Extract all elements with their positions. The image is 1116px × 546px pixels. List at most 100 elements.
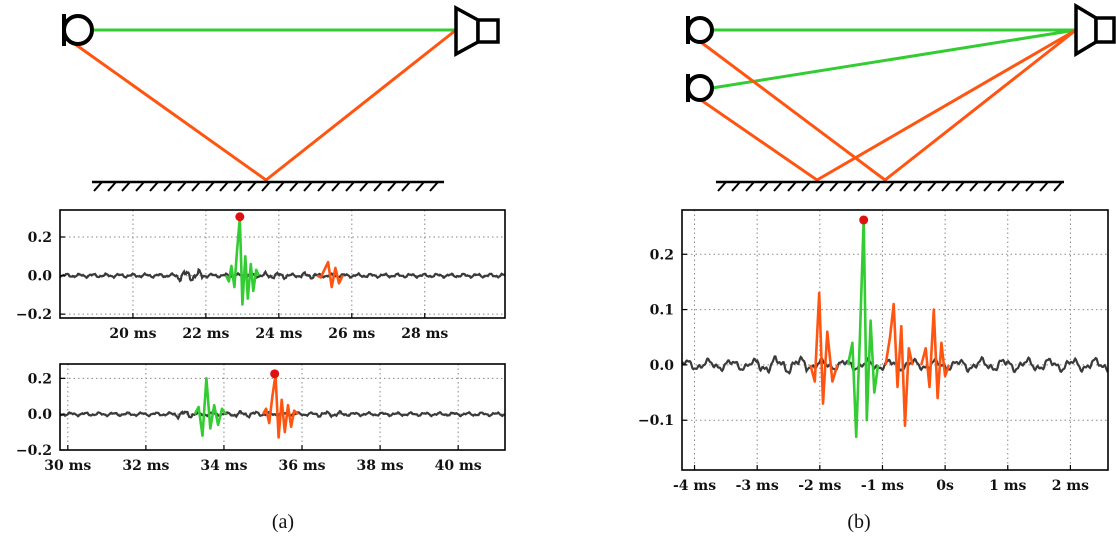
direct-arrival-trace [224, 216, 260, 306]
hatch-mark [303, 181, 313, 192]
hatch-mark [289, 181, 299, 192]
hatch-mark [899, 181, 909, 192]
hatch-mark [801, 181, 811, 192]
microphone-icon [686, 16, 714, 44]
y-tick-label: −0.1 [638, 413, 674, 429]
caption-a: (a) [272, 511, 294, 533]
hatch-mark [955, 181, 965, 192]
hatch-mark [745, 181, 755, 192]
signal-plot-a-top: 20 ms 22 ms 24 ms 26 ms 28 ms −0.2 0.0 0.2 [16, 209, 506, 342]
caption-b: (b) [847, 511, 870, 533]
x-tick-label: 20 ms [109, 326, 156, 342]
x-tick-label: -1 ms [861, 478, 904, 494]
x-tick-label: 34 ms [200, 458, 247, 474]
x-tick-label: 38 ms [357, 458, 404, 474]
speaker-icon [1074, 2, 1116, 58]
reflecting-surface [716, 180, 1064, 192]
hatch-mark [205, 181, 215, 192]
hatch-mark [317, 181, 327, 192]
hatch-mark [401, 181, 411, 192]
hatch-mark [275, 181, 285, 192]
hatch-mark [997, 181, 1007, 192]
x-tick-label: 26 ms [328, 326, 375, 342]
reflection-arrival-trace [809, 291, 839, 405]
x-tick-label: 24 ms [255, 326, 302, 342]
hatch-mark [731, 181, 741, 192]
y-tick-label: 0.0 [28, 407, 53, 423]
signal-trace [60, 267, 505, 283]
signal-plot-a-bottom: 30 ms 32 ms 34 ms 36 ms 38 ms 40 ms −0.2 0.0 0.2 [16, 363, 506, 474]
microphone-icon [62, 14, 94, 46]
direct-path-b-2 [711, 28, 1077, 90]
hatch-mark [121, 181, 131, 192]
x-tick-label: 36 ms [278, 458, 325, 474]
hatch-mark [331, 181, 341, 192]
y-tick-label: −0.2 [16, 443, 52, 459]
hatch-mark [927, 181, 937, 192]
x-tick-label: -3 ms [736, 478, 779, 494]
hatch-mark [1053, 181, 1063, 192]
hatch-mark [759, 181, 769, 192]
hatch-mark [415, 181, 425, 192]
y-tick-label: −0.2 [16, 307, 52, 323]
direct-arrival-trace [193, 377, 227, 437]
y-tick-label: 0.0 [650, 358, 675, 374]
hatch-mark [1025, 181, 1035, 192]
plot-frame [681, 209, 1109, 471]
reflection-path-b-1 [697, 28, 1077, 182]
hatch-mark [871, 181, 881, 192]
hatch-mark [107, 181, 117, 192]
hatch-mark [135, 181, 145, 192]
x-tick-label: 40 ms [435, 458, 482, 474]
peak-marker [270, 369, 280, 379]
signal-trace [682, 355, 1108, 375]
hatch-mark [93, 181, 103, 192]
diagram-a [62, 5, 500, 192]
plot-frame [59, 209, 506, 319]
hatch-mark [177, 181, 187, 192]
reflecting-surface [92, 180, 444, 192]
x-tick-label: 1 ms [989, 478, 1026, 494]
microphone-icon [686, 74, 714, 102]
hatch-mark [941, 181, 951, 192]
hatch-mark [345, 181, 355, 192]
x-tick-label: 22 ms [182, 326, 229, 342]
hatch-mark [717, 181, 727, 192]
peak-marker [859, 215, 869, 225]
peak-marker [235, 212, 245, 222]
reflection-arrival-trace [261, 373, 299, 439]
hatch-mark [1011, 181, 1021, 192]
x-tick-label: -2 ms [798, 478, 841, 494]
hatch-mark [373, 181, 383, 192]
x-tick-label: 28 ms [401, 326, 448, 342]
hatch-mark [857, 181, 867, 192]
x-tick-label: 2 ms [1052, 478, 1089, 494]
hatch-mark [163, 181, 173, 192]
y-tick-label: 0.2 [28, 371, 52, 387]
hatch-mark [429, 181, 439, 192]
hatch-mark [969, 181, 979, 192]
hatch-mark [191, 181, 201, 192]
x-tick-label: 30 ms [44, 458, 91, 474]
hatch-mark [219, 181, 229, 192]
signal-plot-b: -4 ms -3 ms -2 ms -1 ms 0s 1 ms 2 ms −0.1 0.0 0.1… [638, 209, 1109, 494]
hatch-mark [829, 181, 839, 192]
hatch-mark [387, 181, 397, 192]
hatch-mark [149, 181, 159, 192]
x-tick-label: -4 ms [673, 478, 716, 494]
hatch-mark [359, 181, 369, 192]
hatch-mark [773, 181, 783, 192]
hatch-mark [247, 181, 257, 192]
reflection-arrival-trace [884, 302, 914, 427]
y-tick-label: 0.0 [28, 269, 53, 285]
hatch-mark [261, 181, 271, 192]
plot-frame [59, 363, 506, 451]
diagram-b [686, 2, 1116, 192]
hatch-mark [843, 181, 853, 192]
hatch-mark [885, 181, 895, 192]
y-tick-label: 0.2 [28, 230, 52, 246]
reflection-arrival-trace [316, 260, 344, 289]
hatch-mark [913, 181, 923, 192]
hatch-mark [815, 181, 825, 192]
